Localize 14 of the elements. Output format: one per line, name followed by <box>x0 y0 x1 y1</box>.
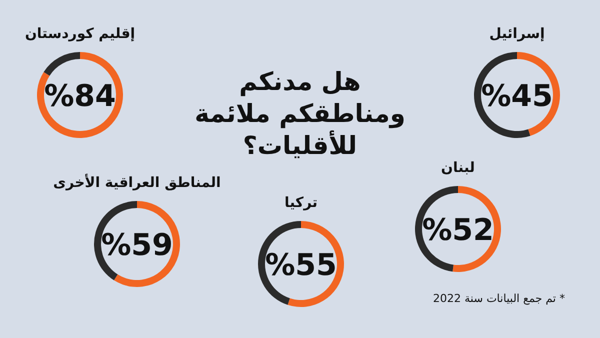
title: هل مدنكم ومناطقكم ملائمة للأقليات؟ <box>194 67 406 160</box>
text: * تم جمع البيانات سنة 2022 <box>433 292 566 305</box>
chart-title: لبنان <box>441 160 475 176</box>
chart-title: إسرائيل <box>489 26 545 42</box>
chart-title: إقليم كوردستان <box>24 26 136 42</box>
chart-title: تركيا <box>284 195 318 211</box>
chart-title: المناطق العراقية الأخرى <box>53 173 221 191</box>
data-label: %55 <box>265 248 337 283</box>
donut-slice <box>37 52 123 138</box>
data-label: %45 <box>481 79 553 114</box>
donut-slice <box>44 52 80 76</box>
data-label: %59 <box>101 228 173 263</box>
data-label: %84 <box>44 79 116 114</box>
data-label: %52 <box>422 213 494 248</box>
